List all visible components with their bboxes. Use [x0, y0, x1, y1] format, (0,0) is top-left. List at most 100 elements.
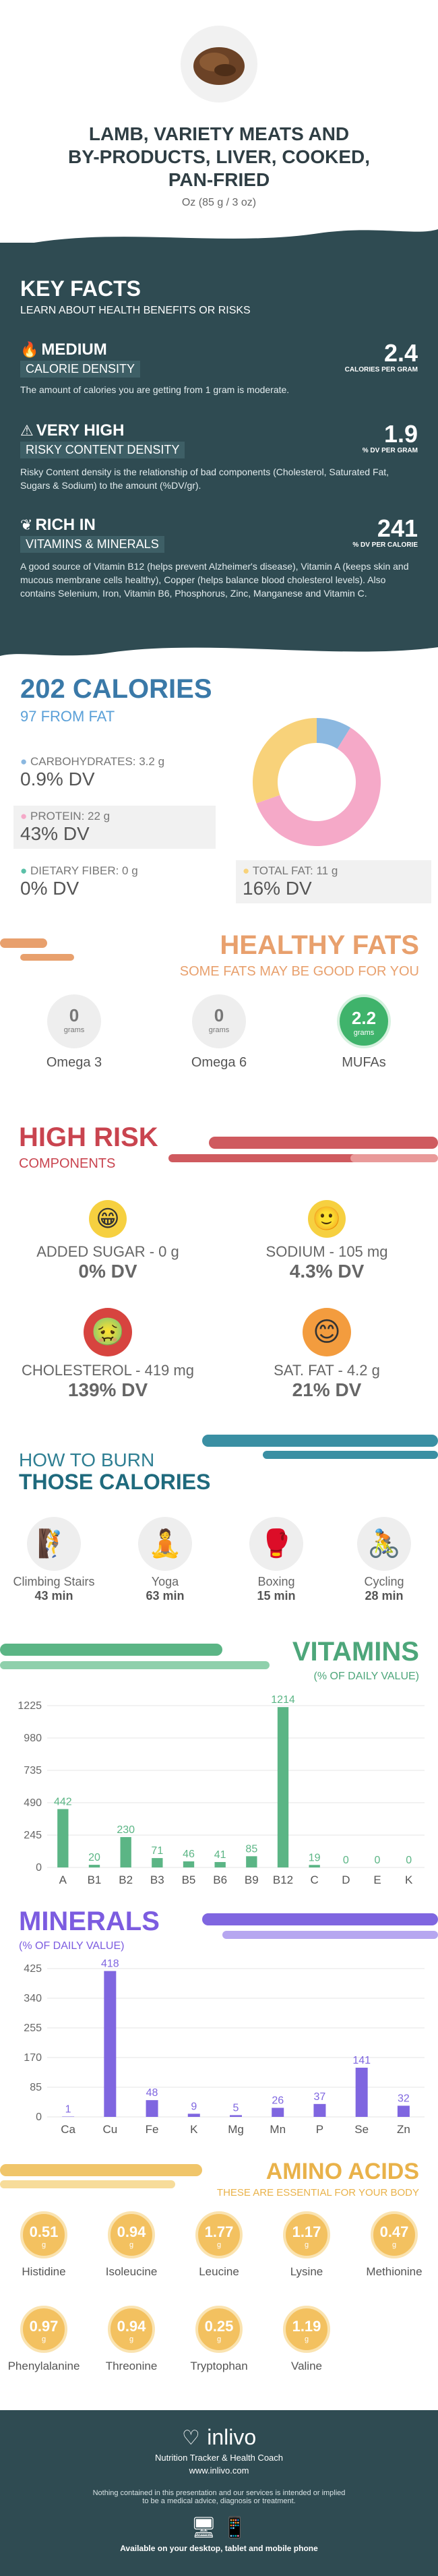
minerals-y-tick: 340 — [24, 1993, 42, 2004]
vitamins-bar-b1 — [88, 1865, 100, 1867]
serving-size: Oz (85 g / 3 oz) — [181, 197, 257, 208]
minerals-x-label: Ca — [61, 2123, 75, 2136]
vitamins-bar-b3 — [152, 1858, 163, 1867]
minerals-value-label: 141 — [352, 2055, 371, 2066]
minerals-y-tick: 170 — [24, 2052, 42, 2064]
fiber-stat: ● DIETARY FIBER: 0 g 0% DV — [20, 864, 138, 899]
vitamins-value-label: 1214 — [271, 1694, 295, 1706]
amino-value-badge: 1.77 g — [195, 2211, 243, 2258]
burn-yoga: 🧘 Yoga 63 min — [118, 1517, 212, 1603]
vitamins-value-label: 0 — [406, 1855, 412, 1866]
key-facts-section: KEY FACTS LEARN ABOUT HEALTH BENEFITS OR… — [0, 229, 438, 656]
vitamins-value-label: 41 — [214, 1849, 226, 1861]
minerals-y-tick: 425 — [24, 1963, 42, 1975]
key-facts-title: KEY FACTS — [20, 276, 141, 301]
high-risk-section: HIGH RISK COMPONENTS 😁 ADDED SUGAR - 0 g… — [0, 1112, 438, 1463]
minerals-value-label: 26 — [272, 2095, 284, 2107]
fat-omega6: 0 grams Omega 6 — [179, 994, 259, 1071]
healthy-fats-section: HEALTHY FATS SOME FATS MAY BE GOOD FOR Y… — [0, 924, 438, 1092]
amino-leucine: 1.77 g Leucine — [175, 2211, 263, 2279]
footer: ♡ inlivo Nutrition Tracker & Health Coac… — [0, 2410, 438, 2576]
vitamins-bar-chart: 0 245 490 735 980 1225 442 A 20 B1 230 B2 71 B3 46 B5 41… — [18, 1694, 425, 1886]
amino-threonine: 0.94 g Threonine — [88, 2306, 175, 2373]
burn-cycling: 🚴 Cycling 28 min — [337, 1517, 431, 1603]
wave-bottom — [0, 637, 438, 656]
available-note: Available on your desktop, tablet and mo… — [120, 2544, 318, 2553]
donut-slice-protein — [256, 727, 381, 846]
minerals-y-tick: 0 — [36, 2111, 42, 2123]
vitamins-value-label: 230 — [117, 1824, 135, 1836]
website-link[interactable]: www.inlivo.com — [189, 2465, 249, 2476]
vitamins-x-label: C — [311, 1874, 319, 1886]
happy-face-icon: 😁 — [89, 1200, 127, 1238]
minerals-subtitle: (% OF DAILY VALUE) — [19, 1940, 125, 1952]
risk-sodium: 🙂 SODIUM - 105 mg 4.3% DV — [232, 1200, 421, 1282]
sick-face-icon: 🤢 — [84, 1308, 132, 1356]
high-risk-title: HIGH RISK — [19, 1122, 158, 1152]
minerals-bar-p — [313, 2103, 326, 2117]
minerals-value-label: 9 — [191, 2101, 197, 2112]
minerals-value-label: 1 — [65, 2103, 71, 2115]
minerals-x-label: Mg — [228, 2123, 244, 2136]
amino-histidine: 0.51 g Histidine — [0, 2211, 88, 2279]
vitamins-bar-b9 — [246, 1856, 257, 1867]
amino-value-badge: 0.94 g — [108, 2306, 155, 2353]
amino-name: Isoleucine — [105, 2265, 158, 2278]
amino-lysine: 1.17 g Lysine — [263, 2211, 350, 2279]
neutral-face-icon: 😊 — [303, 1308, 351, 1356]
brand-name: inlivo — [207, 2425, 257, 2449]
vitamins-value-label: 71 — [151, 1845, 163, 1857]
burn-boxing: 🥊 Boxing 15 min — [229, 1517, 323, 1603]
amino-name: Leucine — [199, 2265, 239, 2278]
minerals-bar-chart: 0 85 170 255 340 425 1 Ca 418 Cu 48 Fe 9 K 5 Mg 26 Mn 37 P 1… — [24, 1958, 425, 2136]
vitamins-y-tick: 490 — [24, 1797, 42, 1809]
minerals-title: MINERALS — [19, 1907, 160, 1936]
amino-phenylalanine: 0.97 g Phenylalanine — [0, 2306, 88, 2373]
header-section: LAMB, VARIETY MEATS AND BY-PRODUCTS, LIV… — [0, 0, 438, 208]
vitamins-x-label: E — [373, 1874, 381, 1886]
vitamins-y-tick: 980 — [24, 1733, 42, 1744]
burn-title-2: THOSE CALORIES — [19, 1470, 211, 1494]
minerals-bar-mg — [230, 2115, 242, 2117]
vitamins-value-label: 85 — [245, 1843, 257, 1855]
vitamins-bar-a — [57, 1809, 69, 1867]
vitamins-x-label: K — [405, 1874, 413, 1886]
minerals-bar-zn — [397, 2105, 410, 2117]
vitamins-title: VITAMINS — [292, 1637, 419, 1667]
vitamins-bar-b12 — [277, 1707, 289, 1867]
risk-sat-fat: 😊 SAT. FAT - 4.2 g 21% DV — [232, 1308, 421, 1401]
yoga-icon: 🧘 — [138, 1517, 192, 1571]
devices-icon: 🖥 📱 — [191, 2517, 247, 2539]
heart-logo-icon: ♡ — [181, 2427, 200, 2449]
smile-face-icon: 🙂 — [308, 1200, 346, 1238]
donut-slice-total-fat — [253, 718, 317, 804]
amino-name: Tryptophan — [190, 2360, 248, 2372]
burn-section: HOW TO BURN THOSE CALORIES 🧗 Climbing St… — [0, 1429, 438, 1618]
flame-icon: 🔥 — [20, 341, 39, 358]
minerals-bar-mn — [272, 2107, 284, 2117]
vitamins-x-label: B6 — [213, 1874, 227, 1886]
risk-cholesterol: 🤢 CHOLESTEROL - 419 mg 139% DV — [13, 1308, 202, 1401]
vitamins-x-label: B5 — [182, 1874, 196, 1886]
vitamins-x-label: B9 — [245, 1874, 259, 1886]
high-risk-subtitle: COMPONENTS — [19, 1156, 116, 1171]
page-title: LAMB, VARIETY MEATS AND BY-PRODUCTS, LIV… — [67, 123, 371, 190]
healthy-fats-subtitle: SOME FATS MAY BE GOOD FOR YOU — [179, 964, 419, 979]
minerals-x-label: Se — [354, 2123, 369, 2136]
key-facts-subtitle: LEARN ABOUT HEALTH BENEFITS OR RISKS — [20, 305, 251, 316]
amino-name: Methionine — [366, 2265, 423, 2278]
minerals-value-label: 5 — [233, 2102, 239, 2114]
amino-value-badge: 0.47 g — [371, 2211, 418, 2258]
vitamins-y-tick: 1225 — [18, 1700, 42, 1712]
minerals-value-label: 418 — [101, 1958, 119, 1970]
fact-risky-density: ⚠ VERY HIGH RISKY CONTENT DENSITY 1.9 % … — [20, 420, 418, 491]
vitamins-bar-b2 — [120, 1836, 131, 1867]
disclaimer: Nothing contained in this presentation a… — [92, 2489, 346, 2505]
fat-stat: ● TOTAL FAT: 11 g 16% DV — [236, 860, 431, 903]
fact-calorie-density: 🔥 MEDIUM CALORIE DENSITY 2.4 CALORIES PE… — [20, 339, 418, 395]
calories-title: 202 CALORIES — [20, 674, 212, 704]
amino-name: Histidine — [22, 2265, 66, 2278]
warning-icon: ⚠ — [20, 422, 34, 439]
fat-omega3: 0 grams Omega 3 — [34, 994, 115, 1071]
minerals-value-label: 32 — [398, 2093, 410, 2104]
